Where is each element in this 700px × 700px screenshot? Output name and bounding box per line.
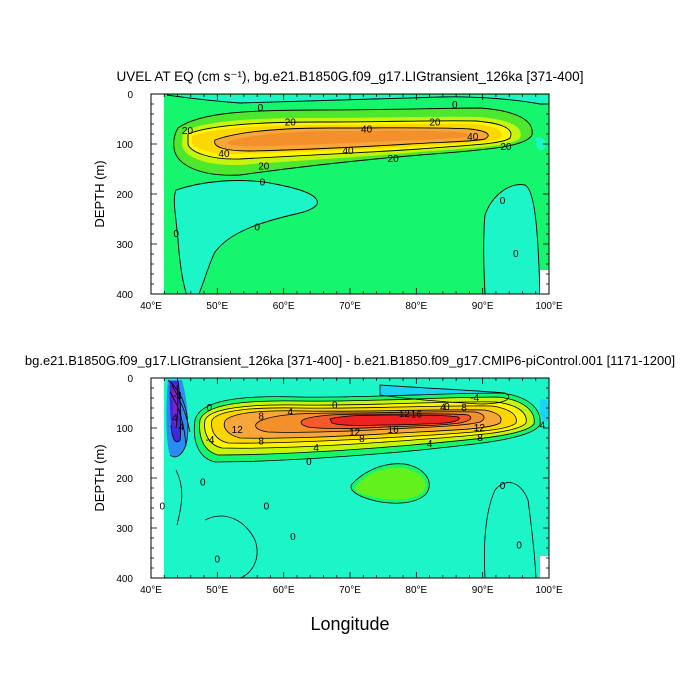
contour-label: 12	[232, 425, 244, 436]
contour-label: 8	[258, 437, 264, 448]
contour-label: 0	[264, 502, 270, 513]
contour-label: 4	[313, 443, 319, 454]
x-tick-label: 90°E	[472, 301, 494, 312]
contour-label: -4	[470, 393, 479, 404]
x-tick-label: 90°E	[472, 585, 494, 596]
contour-label: 20	[500, 142, 512, 153]
y-tick-label: 0	[127, 374, 133, 385]
contour-label: 20	[258, 162, 270, 173]
contour-label: 0	[452, 100, 458, 111]
top-y-axis-label: DEPTH (m)	[92, 160, 107, 227]
y-tick-label: 200	[116, 474, 133, 485]
x-tick-label: 60°E	[273, 301, 295, 312]
contour-label: 20	[429, 118, 441, 129]
x-tick-label: 40°E	[140, 301, 162, 312]
bottom-axis-ticks: 40°E 50°E 60°E 70°E 80°E 90°E 100°E 0 100 200 300 4…	[116, 374, 563, 596]
contour-label: 0	[444, 402, 450, 413]
top-contour-labels: 0 0 20 20 20 40 40 40 40 20 20 20 0 0 0 0 0	[173, 100, 519, 260]
contour-label: 12	[349, 428, 361, 439]
contour-label: 20	[182, 126, 194, 137]
contour-label: 0	[173, 229, 179, 240]
x-tick-label: 70°E	[339, 585, 361, 596]
contour-label: 8	[477, 433, 483, 444]
contour-label: 40	[342, 146, 354, 157]
y-tick-label: 200	[116, 190, 133, 201]
contour-label: 0	[332, 401, 338, 412]
contour-label: 4	[179, 422, 185, 433]
y-tick-label: 100	[116, 424, 133, 435]
contour-label: 4	[540, 421, 546, 432]
contour-label: 0	[513, 249, 519, 260]
contour-label: 0	[500, 481, 506, 492]
top-contour-field	[151, 94, 549, 294]
contour-label: 40	[218, 149, 230, 160]
contour-label: 0	[254, 223, 260, 234]
contour-label: 12	[399, 409, 411, 420]
top-axis-ticks: 40°E 50°E 60°E 70°E 80°E 90°E 100°E01002003004…	[116, 90, 563, 312]
x-tick-label: 40°E	[140, 585, 162, 596]
contour-label: 0	[258, 103, 264, 114]
contour-label: 40	[467, 132, 479, 143]
contour-label: 0	[290, 532, 296, 543]
bottom-panel-title: bg.e21.B1850G.f09_g17.LIGtransient_126ka…	[25, 353, 675, 368]
top-panel: UVEL AT EQ (cm s⁻¹), bg.e21.B1850G.f09_g…	[92, 69, 583, 312]
top-panel-title: UVEL AT EQ (cm s⁻¹), bg.e21.B1850G.f09_g…	[117, 69, 584, 84]
y-tick-label: 300	[116, 240, 133, 251]
contour-label: 0	[260, 178, 266, 189]
x-tick-label: 80°E	[405, 301, 427, 312]
contour-label: 16	[388, 425, 400, 436]
contour-label: 0	[306, 457, 312, 468]
bottom-y-axis-label: DEPTH (m)	[92, 444, 107, 511]
contour-label: 20	[388, 154, 400, 165]
contour-label: 0	[516, 541, 522, 552]
y-tick-label: 0	[127, 90, 133, 101]
contour-label: 8	[258, 412, 264, 423]
contour-label: -4	[206, 435, 215, 446]
x-axis-label: Longitude	[310, 614, 389, 634]
contour-label: 0	[207, 403, 213, 414]
contour-label: 0	[500, 196, 506, 207]
contour-label: 0	[200, 478, 206, 489]
y-tick-label: 300	[116, 524, 133, 535]
x-tick-label: 60°E	[273, 585, 295, 596]
x-tick-label: 50°E	[206, 585, 228, 596]
x-tick-label: 100°E	[535, 585, 563, 596]
contour-label: 0	[159, 502, 165, 513]
x-tick-label: 100°E	[535, 301, 563, 312]
contour-label: 0	[215, 555, 221, 566]
contour-label: 4	[440, 403, 446, 414]
x-tick-label: 50°E	[206, 301, 228, 312]
y-tick-label: 400	[116, 290, 133, 301]
x-tick-label: 70°E	[339, 301, 361, 312]
contour-label: 16	[411, 410, 423, 421]
contour-label: 4	[172, 413, 178, 424]
contour-label: 12	[474, 423, 486, 434]
contour-label: 4	[427, 439, 433, 450]
x-tick-label: 80°E	[405, 585, 427, 596]
contour-label: -4	[173, 391, 182, 402]
contour-label: 8	[461, 403, 467, 414]
bottom-contour-field	[151, 378, 549, 578]
contour-label: 40	[361, 125, 373, 136]
y-tick-label: 100	[116, 140, 133, 151]
contour-label: 20	[285, 118, 297, 129]
bottom-panel: bg.e21.B1850G.f09_g17.LIGtransient_126ka…	[25, 353, 675, 634]
y-tick-label: 400	[116, 574, 133, 585]
contour-label: 4	[288, 407, 294, 418]
contour-label: 8	[359, 434, 365, 445]
